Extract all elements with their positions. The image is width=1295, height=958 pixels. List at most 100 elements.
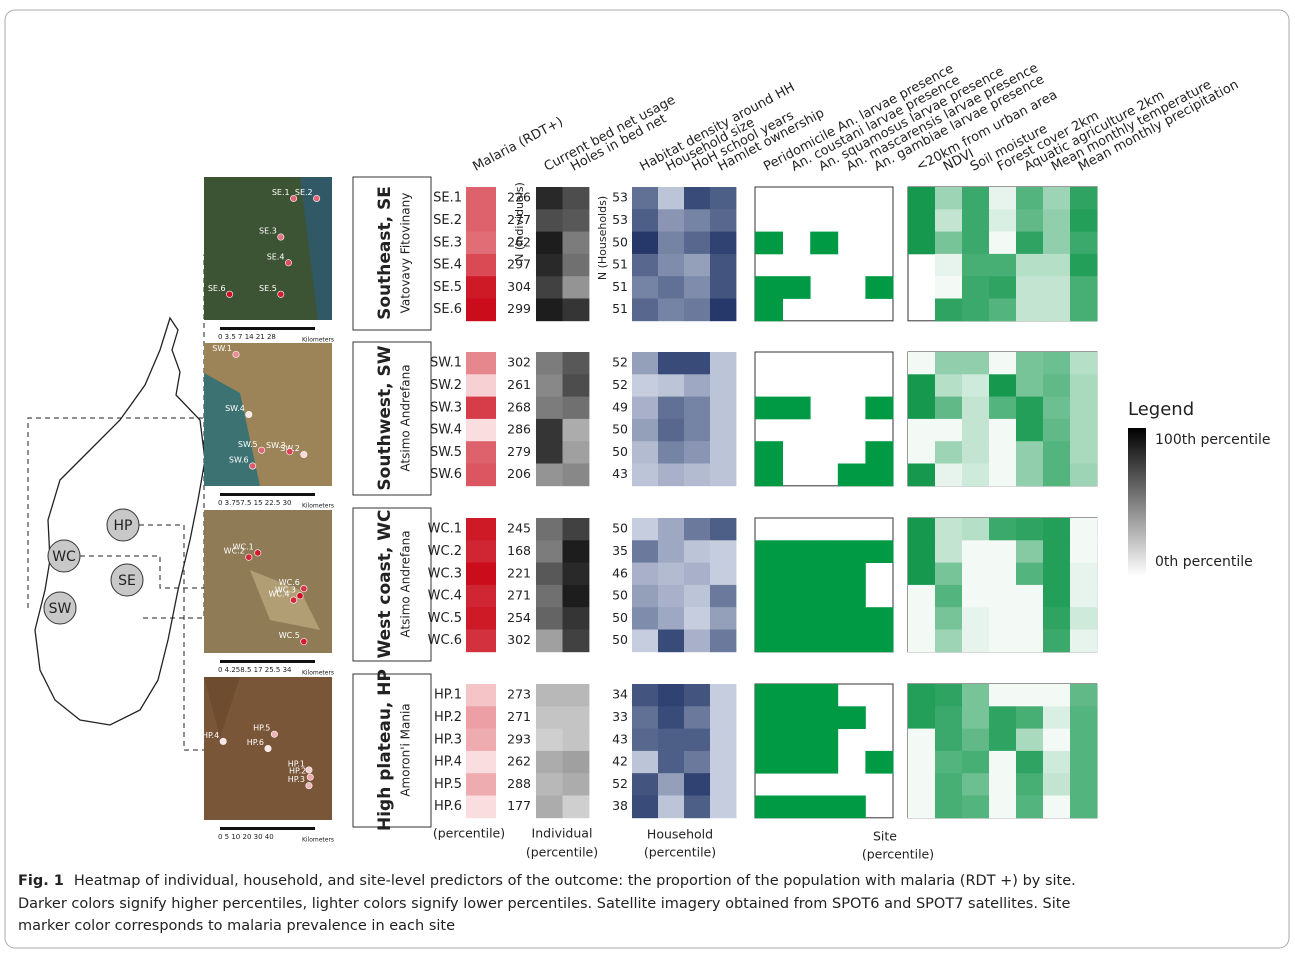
heat-cell: [1070, 464, 1097, 487]
n-households: 50: [612, 234, 628, 249]
heat-cell: [1016, 563, 1043, 586]
heat-cell: [1016, 352, 1043, 375]
heat-cell: [755, 540, 783, 563]
n-households: 43: [612, 731, 628, 746]
heat-cell: [710, 441, 736, 464]
heat-cell: [1016, 773, 1043, 796]
heat-cell: [935, 254, 962, 277]
heat-cell: [908, 441, 935, 464]
n-households: 42: [612, 754, 628, 769]
heat-cell: [962, 352, 989, 375]
n-households: 50: [612, 422, 628, 437]
heat-cell: [783, 232, 811, 254]
heat-cell: [935, 684, 962, 707]
site-marker-label: HP.4: [202, 731, 219, 740]
heat-cell: [838, 276, 866, 298]
scale-bar: [220, 827, 315, 830]
heat-cell: [466, 540, 496, 563]
region-name: Southwest, SW: [375, 345, 395, 490]
n-households: 51: [612, 257, 628, 272]
heat-cell: [632, 352, 658, 375]
heat-cell: [908, 464, 935, 487]
heat-cell: [838, 518, 866, 540]
heat-cell: [962, 441, 989, 464]
heat-cell: [466, 706, 496, 729]
heat-cell: [935, 585, 962, 608]
heat-cell: [908, 796, 935, 819]
heat-cell: [710, 276, 736, 299]
heat-cell: [989, 729, 1016, 752]
heat-cell: [755, 209, 783, 231]
heat-cell: [962, 374, 989, 397]
heat-cell: [755, 706, 783, 729]
heat-cell: [962, 299, 989, 322]
heat-cell: [710, 352, 736, 375]
heat-cell: [989, 352, 1016, 375]
heat-cell: [684, 441, 710, 464]
heat-cell: [1016, 540, 1043, 563]
heat-cell: [563, 419, 590, 442]
heat-cell: [989, 374, 1016, 397]
heat-cell: [1070, 187, 1097, 210]
heat-cell: [658, 773, 684, 796]
heat-cell: [563, 254, 590, 277]
n-households: 50: [612, 610, 628, 625]
heat-cell: [838, 751, 866, 773]
heat-cell: [684, 585, 710, 608]
heat-cell: [1043, 773, 1070, 796]
heat-cell: [810, 419, 838, 441]
heat-cell: [710, 796, 736, 819]
heat-cell: [989, 630, 1016, 653]
heat-cell: [1016, 630, 1043, 653]
site-marker: [307, 774, 313, 780]
heat-cell: [755, 397, 783, 420]
heat-cell: [658, 299, 684, 322]
heat-cell: [838, 232, 866, 254]
heat-cell: [935, 441, 962, 464]
heat-cell: [810, 751, 838, 774]
site-marker: [301, 638, 307, 644]
site-marker: [246, 411, 252, 417]
heat-cell: [989, 464, 1016, 487]
heat-cell: [865, 254, 893, 276]
heat-cell: [935, 518, 962, 541]
heat-cell: [563, 441, 590, 464]
heat-cell: [710, 706, 736, 729]
n-households: 50: [612, 444, 628, 459]
site-marker-label: SW.5: [238, 440, 258, 449]
heat-cell: [838, 352, 866, 374]
scale-unit: Kilometers: [302, 503, 334, 510]
household-axis-label: (percentile): [644, 845, 716, 860]
n-households: 50: [612, 588, 628, 603]
site-label: WC.5: [428, 611, 462, 626]
heat-cell: [710, 607, 736, 630]
site-marker: [301, 585, 307, 591]
heat-cell: [1070, 209, 1097, 232]
n-individuals: 261: [507, 377, 531, 392]
heat-cell: [466, 796, 496, 819]
heat-cell: [962, 464, 989, 487]
heat-cell: [908, 607, 935, 630]
site-marker: [290, 597, 296, 603]
heat-cell: [908, 729, 935, 752]
heat-cell: [1070, 518, 1097, 541]
heat-cell: [632, 232, 658, 255]
heat-cell: [962, 397, 989, 420]
heat-cell: [810, 518, 838, 540]
heat-cell: [783, 540, 811, 563]
scale-unit: Kilometers: [302, 337, 334, 344]
heat-cell: [658, 706, 684, 729]
heat-cell: [1043, 540, 1070, 563]
heat-cell: [935, 540, 962, 563]
heat-cell: [684, 518, 710, 541]
heat-cell: [684, 299, 710, 322]
heat-cell: [755, 299, 783, 322]
n-individuals: 254: [507, 610, 531, 625]
heat-cell: [1070, 684, 1097, 707]
heat-cell: [1070, 397, 1097, 420]
heat-cell: [466, 397, 496, 420]
site-label: HP.4: [434, 755, 462, 770]
heat-cell: [466, 276, 496, 299]
heat-cell: [536, 630, 563, 653]
site-marker: [226, 291, 232, 297]
